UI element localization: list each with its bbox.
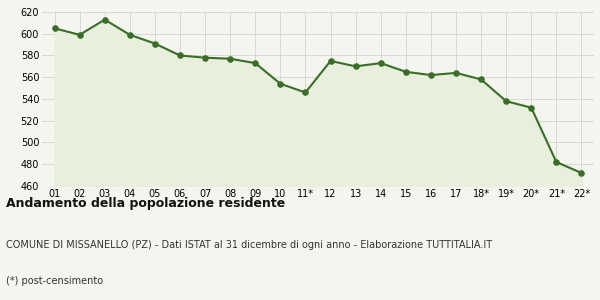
Point bbox=[476, 77, 486, 82]
Point bbox=[175, 53, 185, 58]
Point bbox=[150, 41, 160, 46]
Point bbox=[100, 17, 110, 22]
Point bbox=[502, 99, 511, 103]
Point bbox=[50, 26, 59, 31]
Point bbox=[301, 90, 310, 95]
Point bbox=[551, 160, 561, 164]
Point bbox=[451, 70, 461, 75]
Point bbox=[226, 56, 235, 61]
Point bbox=[125, 32, 134, 37]
Text: COMUNE DI MISSANELLO (PZ) - Dati ISTAT al 31 dicembre di ogni anno - Elaborazion: COMUNE DI MISSANELLO (PZ) - Dati ISTAT a… bbox=[6, 240, 492, 250]
Point bbox=[75, 32, 85, 37]
Text: (*) post-censimento: (*) post-censimento bbox=[6, 276, 103, 286]
Point bbox=[526, 105, 536, 110]
Text: Andamento della popolazione residente: Andamento della popolazione residente bbox=[6, 196, 285, 209]
Point bbox=[250, 61, 260, 65]
Point bbox=[426, 73, 436, 77]
Point bbox=[401, 69, 410, 74]
Point bbox=[577, 170, 586, 175]
Point bbox=[200, 55, 210, 60]
Point bbox=[275, 81, 285, 86]
Point bbox=[376, 61, 386, 65]
Point bbox=[351, 64, 361, 69]
Point bbox=[326, 58, 335, 63]
